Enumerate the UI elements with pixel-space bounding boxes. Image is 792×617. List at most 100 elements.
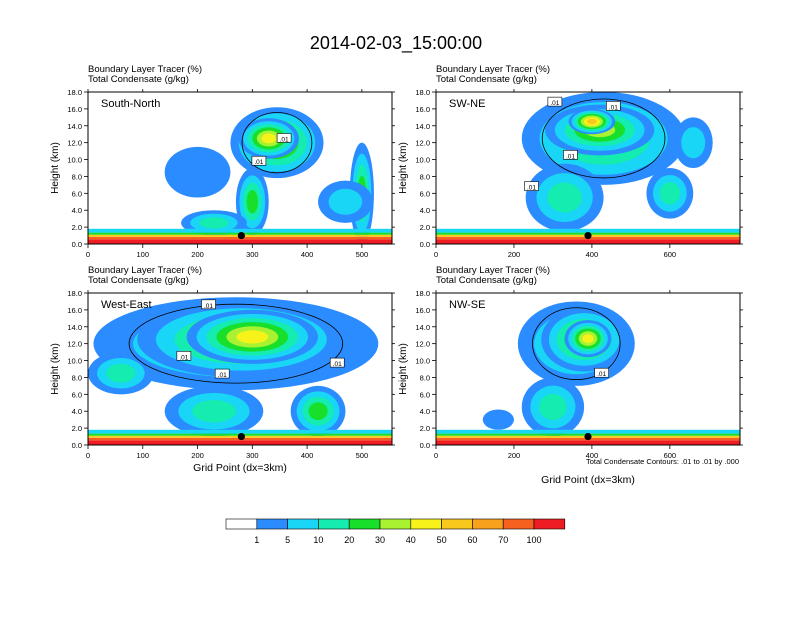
plot-content: .01 .01 — [88, 107, 392, 244]
contour-label-box — [594, 367, 609, 378]
x-tick-label: 400 — [301, 250, 314, 259]
colorbar-label: 40 — [406, 535, 416, 545]
y-tick-label: 14.0 — [67, 323, 82, 332]
panel-label: West-East — [101, 299, 152, 311]
x-tick-label: 300 — [246, 451, 259, 460]
panel-header-line2: Total Condensate (g/kg) — [436, 74, 537, 85]
x-tick-label: 400 — [586, 250, 599, 259]
y-tick-label: 6.0 — [420, 189, 430, 198]
plot-content: .01 — [436, 301, 740, 445]
y-tick-label: 2.0 — [420, 223, 430, 232]
panel-sw-ne: Boundary Layer Tracer (%) Total Condensa… — [398, 64, 743, 259]
location-marker — [237, 231, 245, 240]
cloud-band — [586, 118, 597, 125]
y-tick-label: 8.0 — [72, 373, 82, 382]
contour-label: .01 — [597, 371, 606, 378]
y-tick-label: 14.0 — [415, 122, 430, 131]
colorbar-label: 5 — [285, 535, 290, 545]
x-tick-label: 100 — [137, 250, 150, 259]
boundary-layer-band — [88, 228, 392, 233]
cloud-band — [308, 402, 328, 421]
location-marker — [584, 231, 592, 240]
contour-label: .01 — [204, 303, 213, 310]
contour-label-box — [176, 351, 192, 361]
cloud-band — [236, 330, 269, 344]
cloud-band — [328, 188, 363, 215]
boundary-layer-band — [88, 239, 392, 244]
y-tick-label: 10.0 — [67, 156, 82, 165]
contour-label: .01 — [566, 153, 575, 160]
colorbar: 1 5 10 20 30 40 50 60 70 100 — [225, 518, 566, 545]
cloud-band — [681, 127, 706, 159]
y-tick-label: 8.0 — [420, 172, 430, 181]
x-tick-label: 100 — [137, 451, 150, 460]
contour-note: Total Condensate Contours: .01 to .01 by… — [586, 457, 739, 466]
panel-header-line2: Total Condensate (g/kg) — [88, 74, 189, 85]
y-tick-label: 0.0 — [420, 441, 430, 450]
colorbar-cell — [287, 518, 319, 530]
cloud-band — [199, 217, 229, 229]
y-tick-label: 10.0 — [415, 357, 430, 366]
x-tick-label: 0 — [86, 451, 90, 460]
boundary-layer-band — [436, 228, 740, 233]
contour-label: .01 — [280, 136, 289, 143]
colorbar-label: 20 — [344, 535, 354, 545]
x-tick-label: 0 — [434, 451, 438, 460]
cloud-band — [482, 409, 514, 430]
panel-nw-se: Boundary Layer Tracer (%) Total Condensa… — [398, 265, 743, 486]
plot-content: .01 .01 .01 .01 — [436, 92, 740, 244]
colorbar-cell — [410, 518, 442, 530]
panel-south-north: Boundary Layer Tracer (%) Total Condensa… — [50, 64, 395, 259]
plot-area: .01 .01 .01 .01 West-East 0.0 2.0 4.0 6.0 8.0 10.0… — [67, 289, 395, 460]
x-tick-label: 200 — [191, 250, 204, 259]
colorbar-label: 50 — [437, 535, 447, 545]
colorbar-cell — [348, 518, 381, 530]
condensate-contour — [532, 307, 621, 380]
colorbar-cell — [502, 518, 535, 530]
panel-header-line2: Total Condensate (g/kg) — [436, 275, 537, 286]
colorbar-cell — [225, 518, 258, 530]
cloud-band — [582, 334, 594, 344]
contour-label: .01 — [333, 361, 342, 368]
y-tick-label: 16.0 — [415, 306, 430, 315]
cloud-band — [246, 190, 259, 214]
y-tick-label: 16.0 — [67, 105, 82, 114]
x-tick-label: 500 — [356, 250, 369, 259]
colorbar-label: 60 — [467, 535, 477, 545]
contour-label-box — [276, 133, 292, 143]
panel-label: SW-NE — [449, 98, 485, 110]
y-tick-label: 0.0 — [72, 240, 82, 249]
x-tick-label: 600 — [664, 451, 677, 460]
cloud-band — [164, 146, 231, 198]
colorbar-cell — [533, 518, 566, 530]
cloud-band — [539, 393, 567, 421]
cloud-band — [659, 182, 681, 205]
x-tick-label: 200 — [508, 451, 521, 460]
y-tick-label: 2.0 — [72, 424, 82, 433]
contour-label-box — [201, 299, 216, 310]
cloud-band — [192, 399, 236, 423]
plot-area: .01 NW-SE 0.0 2.0 4.0 6.0 8.0 10.0 12.0 14.0 16.0 1… — [415, 289, 743, 460]
y-tick-label: 6.0 — [72, 390, 82, 399]
y-tick-label: 2.0 — [420, 424, 430, 433]
contour-label: .01 — [527, 185, 536, 192]
contour-label-box — [524, 181, 539, 191]
condensate-contour — [541, 98, 666, 179]
y-tick-label: 12.0 — [67, 139, 82, 148]
colorbar-cell — [379, 518, 412, 530]
y-tick-label: 12.0 — [67, 340, 82, 349]
x-tick-label: 400 — [586, 451, 599, 460]
panel-header-line1: Boundary Layer Tracer (%) — [88, 64, 202, 75]
y-tick-label: 6.0 — [72, 189, 82, 198]
panel-header-line1: Boundary Layer Tracer (%) — [88, 265, 202, 276]
contour-label-box — [214, 368, 230, 379]
x-tick-label: 600 — [664, 250, 677, 259]
x-axis-label: Grid Point (dx=3km) — [541, 474, 635, 486]
panel-label: South-North — [101, 98, 160, 110]
y-tick-label: 10.0 — [67, 357, 82, 366]
contour-label: .01 — [550, 100, 559, 107]
y-tick-label: 16.0 — [415, 105, 430, 114]
contour-label-box — [329, 357, 345, 368]
y-tick-label: 4.0 — [72, 407, 82, 416]
location-marker — [584, 432, 592, 441]
